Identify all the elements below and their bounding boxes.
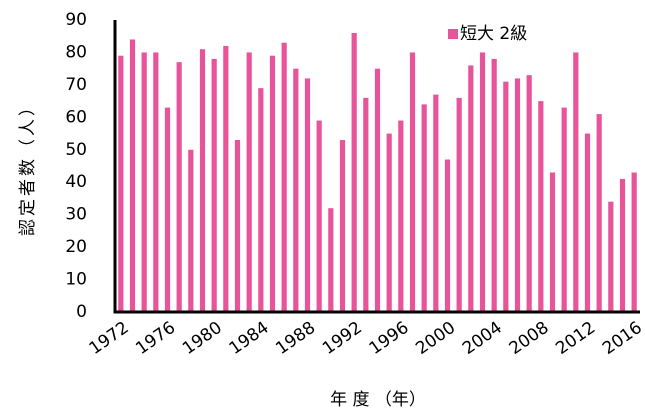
bar: [503, 81, 509, 313]
bar: [491, 58, 497, 312]
bar: [351, 32, 357, 312]
x-tick-label: 2004: [459, 318, 506, 359]
bar: [386, 133, 392, 312]
bar: [468, 65, 474, 312]
bar: [164, 107, 171, 312]
bar: [141, 52, 147, 312]
bar: [631, 172, 637, 312]
y-tick-label: 40: [65, 172, 87, 192]
bar: [176, 62, 182, 312]
bar: [514, 78, 521, 313]
bar: [188, 149, 194, 312]
y-tick-label: 50: [65, 140, 87, 160]
x-tick-label: 2000: [412, 318, 459, 359]
bar: [269, 55, 276, 312]
bar: [433, 94, 439, 312]
y-axis-label: 認定者数（人）: [18, 96, 38, 236]
x-tick-label: 1980: [179, 318, 226, 359]
x-tick-label: 1984: [226, 318, 273, 359]
bar: [421, 104, 427, 312]
bar: [479, 52, 486, 312]
bar: [223, 45, 229, 312]
bar: [584, 133, 591, 312]
bar: [316, 120, 322, 312]
bar: [619, 178, 626, 312]
legend-label: 短大 2級: [460, 24, 527, 44]
bar: [526, 75, 532, 313]
y-tick-label: 30: [65, 205, 87, 225]
bar: [596, 114, 602, 312]
bar: [444, 159, 451, 312]
bar: [398, 120, 404, 312]
x-tick-label: 2012: [552, 318, 599, 359]
x-tick-label: 1992: [319, 318, 366, 359]
bar: [561, 107, 567, 312]
bar: [573, 52, 579, 312]
x-tick-label: 1976: [132, 318, 179, 359]
bar: [234, 140, 241, 312]
bar: [409, 52, 416, 312]
bar: [281, 42, 287, 312]
bar: [258, 88, 264, 312]
bar: [129, 39, 136, 312]
y-tick-label: 80: [65, 42, 87, 62]
bar: [608, 201, 614, 312]
bar: [246, 52, 252, 312]
bar: [339, 140, 346, 312]
bar: [374, 68, 381, 313]
bar: [211, 58, 217, 312]
bar: [118, 55, 124, 312]
bar: [304, 78, 311, 313]
bar: [199, 49, 206, 312]
x-axis-label: 年 度 （年）: [330, 390, 426, 410]
y-tick-label: 10: [65, 270, 87, 290]
bar: [549, 172, 556, 312]
x-tick-label: 2016: [599, 318, 645, 359]
y-tick-label: 20: [65, 237, 87, 257]
y-tick-label: 60: [65, 107, 87, 127]
bar: [293, 68, 299, 313]
bar: [328, 208, 334, 312]
x-tick-label: 2008: [506, 318, 553, 359]
bar: [153, 52, 159, 312]
bar: [456, 97, 462, 312]
y-tick-label: 90: [65, 10, 87, 30]
bar: [363, 97, 369, 312]
x-tick-label: 1996: [366, 318, 413, 359]
x-tick-label: 1972: [86, 318, 133, 359]
y-tick-label: 70: [65, 75, 87, 95]
legend-swatch: [448, 29, 458, 39]
bar: [538, 101, 544, 312]
y-tick-label: 0: [76, 302, 87, 322]
x-tick-label: 1988: [272, 318, 319, 359]
